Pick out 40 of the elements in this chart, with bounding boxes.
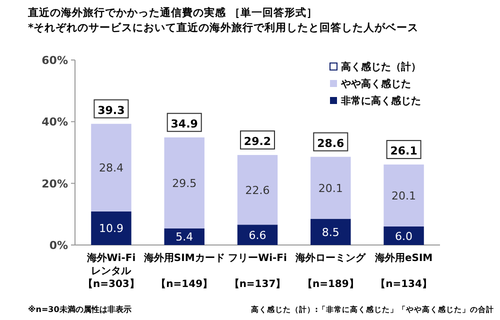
data-label: 28.4 <box>98 162 124 175</box>
bar <box>164 137 204 228</box>
data-label: 10.9 <box>98 222 124 236</box>
data-label: 20.1 <box>392 190 416 203</box>
legend-label: やや高く感じた <box>340 78 411 90</box>
data-label: 22.6 <box>245 184 270 197</box>
data-label: 20.1 <box>318 182 343 195</box>
total-label: 29.2 <box>244 134 272 148</box>
total-label: 34.9 <box>170 117 198 130</box>
y-tick-label: 0% <box>49 239 68 252</box>
y-tick-label: 20% <box>42 177 68 190</box>
category-label: 海外用eSIM【n=134】 <box>374 253 433 290</box>
total-label: 28.6 <box>317 136 345 150</box>
bar <box>384 226 424 245</box>
bar <box>164 228 204 245</box>
bar <box>237 154 278 225</box>
data-label: 29.5 <box>172 176 197 190</box>
category-label: 海外ローミング【n=189】 <box>296 253 366 290</box>
data-label: 8.5 <box>322 226 340 239</box>
x-tick-label: 海外Wi-Fiレンタル【n=303】 <box>83 252 140 290</box>
total-label: 39.3 <box>98 104 125 117</box>
y-tick-label: 40% <box>42 116 68 129</box>
total-label: 26.1 <box>390 144 418 158</box>
category-label: フリーWi-Fi【n=137】 <box>228 253 287 290</box>
data-label: 6.0 <box>395 230 413 243</box>
chart-title: 直近の海外旅行でかかった通信費の実感 ［単一回答形式］ <box>27 6 318 19</box>
y-tick-label: 60% <box>42 54 68 67</box>
bar <box>91 211 132 245</box>
bar <box>310 156 351 219</box>
legend-label: 非常に高く感じた <box>340 95 421 107</box>
bar <box>237 224 278 245</box>
data-label: 5.4 <box>176 230 194 244</box>
bar <box>310 218 351 245</box>
bar <box>384 164 424 226</box>
text: ※n=30未満の属性は非表示 <box>28 305 132 314</box>
annotation: 高く感じた（計） <box>341 61 421 73</box>
data-label: 6.6 <box>248 228 266 242</box>
category-label: 海外用SIMカード【n=149】 <box>144 253 225 290</box>
chart-subtitle: *それぞれのサービスにおいて直近の海外旅行で利用したと回答した人がベース <box>28 21 418 34</box>
bar <box>91 124 132 212</box>
